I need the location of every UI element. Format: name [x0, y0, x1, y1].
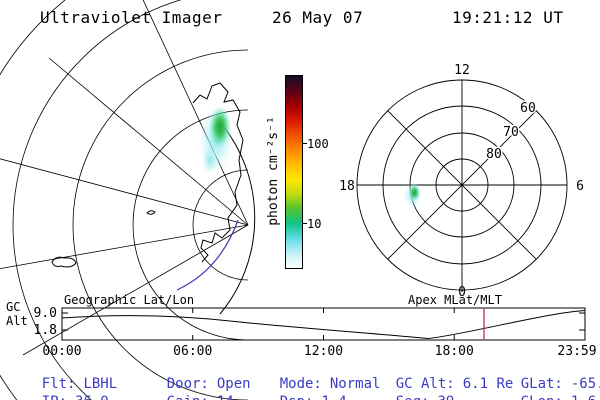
status-gain-label: Gain:	[167, 394, 209, 400]
status-door-label: Door:	[166, 376, 209, 392]
mlat-label-70: 70	[503, 125, 519, 140]
xtick-1800: 18:00	[435, 344, 474, 359]
status-flt-label: Flt:	[41, 376, 76, 392]
xtick-2359: 23:59	[557, 344, 596, 359]
status-glon: GLon: 1.6	[487, 378, 596, 400]
status-gc-alt-label: GC Alt:	[395, 376, 455, 392]
earth-limb	[219, 121, 256, 315]
status-glat-value: -65.9	[570, 376, 600, 392]
date-display: 26 May 07	[272, 8, 364, 27]
status-door: Door: Open	[133, 360, 251, 400]
time-display: 19:21:12 UT	[452, 8, 564, 27]
mlt-label-6: 6	[576, 179, 584, 194]
aurora-emission-polar	[403, 182, 423, 208]
app-title: Ultraviolet Imager	[40, 8, 223, 27]
status-ip-value: 36.0	[75, 394, 109, 400]
status-mode-label: Mode:	[279, 376, 322, 392]
geographic-map-panel	[0, 0, 256, 400]
mlat-label-80: 80	[486, 147, 502, 162]
status-dsp-value: 1.4	[321, 394, 346, 400]
mlt-label-18: 18	[339, 179, 355, 194]
colorbar-tick-100: 100	[307, 137, 329, 151]
polar-plot-panel: 12 0 18 6 60 70 80	[339, 63, 584, 300]
status-glon-value: 1.6	[571, 394, 596, 400]
status-mode-value: Normal	[329, 376, 381, 392]
mlat-label-60: 60	[520, 101, 536, 116]
strip-ylabel: GC Alt	[6, 300, 28, 328]
status-dsp-label: Dsp:	[280, 394, 314, 400]
status-glon-label: GLon:	[521, 394, 563, 400]
colorbar-gradient	[285, 75, 303, 269]
mlt-label-0: 0	[458, 285, 466, 300]
terminator-line	[176, 219, 239, 291]
status-ip: IP: 36.0	[8, 378, 109, 400]
polar-caption: Apex MLat/MLT	[408, 293, 502, 307]
colorbar-tick-mark-10	[303, 223, 307, 224]
xtick-1200: 12:00	[304, 344, 343, 359]
colorbar-tick-10: 10	[307, 217, 322, 231]
altitude-strip-chart: Geographic Lat/Lon Apex MLat/MLT 9.0 1.8…	[34, 293, 597, 359]
ytick-top: 9.0	[34, 306, 57, 321]
status-glat: GLat: -65.9	[487, 360, 600, 400]
altitude-curve	[61, 310, 586, 340]
aurora-emission-map	[199, 106, 233, 174]
status-dsp: Dsp: 1.4	[246, 378, 347, 400]
status-flt: Flt: LBHL	[8, 360, 117, 400]
status-mode: Mode: Normal	[246, 360, 381, 400]
map-caption: Geographic Lat/Lon	[64, 293, 194, 307]
latlon-grid	[0, 0, 249, 400]
status-ip-label: IP:	[42, 394, 67, 400]
status-gc-alt: GC Alt: 6.1 Re	[362, 360, 514, 400]
colorbar-label: photon cm⁻²s⁻¹	[266, 116, 281, 226]
status-gc-alt-value: 6.1 Re	[462, 376, 514, 392]
status-seq-label: Seq:	[396, 394, 430, 400]
coastline	[51, 82, 244, 268]
mlt-label-12: 12	[454, 63, 470, 78]
status-glat-label: GLat:	[520, 376, 563, 392]
xtick-0600: 06:00	[173, 344, 212, 359]
status-seq: Seq: 39	[362, 378, 455, 400]
colorbar-tick-mark-100	[303, 143, 307, 144]
xtick-0000: 00:00	[42, 344, 81, 359]
status-flt-value: LBHL	[83, 376, 118, 392]
axis-ticks	[62, 308, 585, 340]
status-gain-value: 14	[217, 394, 234, 400]
status-door-value: Open	[216, 376, 251, 392]
status-gain: Gain: 14	[133, 378, 234, 400]
ytick-bottom: 1.8	[34, 323, 57, 338]
status-seq-value: 39	[437, 394, 454, 400]
